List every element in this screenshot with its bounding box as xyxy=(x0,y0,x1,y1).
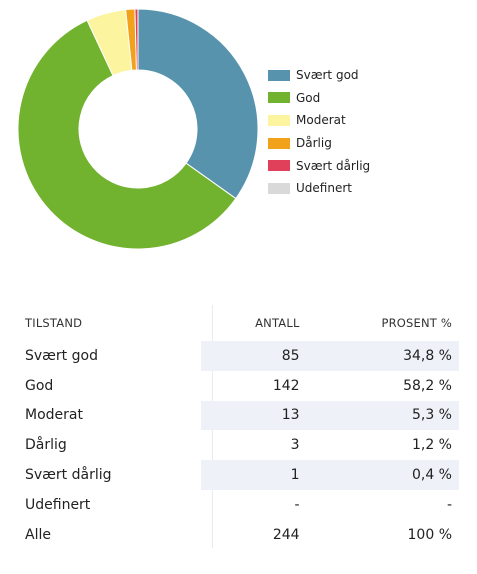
legend-swatch xyxy=(268,160,290,172)
cell-prosent: 5,3 % xyxy=(299,400,459,431)
legend-label: Dårlig xyxy=(296,136,332,151)
cell-antall: 1 xyxy=(201,460,300,490)
legend-label: Svært dårlig xyxy=(296,158,371,173)
cell-prosent: 58,2 % xyxy=(403,377,452,394)
cell-antall: - xyxy=(294,496,300,513)
cell-tilstand: Dårlig xyxy=(25,437,67,454)
legend-item: God xyxy=(268,87,370,110)
table-row: God 142 58,2 % xyxy=(18,371,459,401)
cell-antall: 85 xyxy=(201,341,300,371)
legend-swatch xyxy=(268,92,290,104)
header-tilstand: TILSTAND xyxy=(25,316,83,330)
cell-tilstand: God xyxy=(25,377,54,394)
legend-label: God xyxy=(296,90,321,105)
condition-table-container: TILSTAND ANTALL PROSENT % Svært god 85 3… xyxy=(18,305,465,550)
legend-swatch xyxy=(268,137,290,149)
legend-swatch xyxy=(268,114,290,126)
table-row: Moderat 13 5,3 % xyxy=(18,400,459,431)
legend-swatch xyxy=(268,182,290,194)
legend-item: Moderat xyxy=(268,109,370,132)
cell-tilstand: Moderat xyxy=(25,407,83,424)
legend-label: Udefinert xyxy=(296,181,352,196)
table-row: Svært dårlig 1 0,4 % xyxy=(18,460,459,490)
cell-antall: 3 xyxy=(290,437,300,454)
legend-item: Udefinert xyxy=(268,177,370,200)
legend-label: Svært god xyxy=(296,68,359,83)
table-header-row: TILSTAND ANTALL PROSENT % xyxy=(18,305,459,341)
table-row: Udefinert - - xyxy=(18,490,459,520)
slice-sv-rt-d-rlig xyxy=(134,8,139,71)
legend-item: Svært god xyxy=(268,64,370,87)
cell-prosent: 34,8 % xyxy=(299,341,459,371)
cell-prosent: 0,4 % xyxy=(299,460,459,490)
slice-god xyxy=(17,19,237,250)
table-row: Svært god 85 34,8 % xyxy=(18,341,459,371)
chart-legend: Svært god God Moderat Dårlig Svært dårlig Ude… xyxy=(268,64,370,200)
table-row: Dårlig 3 1,2 % xyxy=(18,430,459,460)
slice-sv-rt-god xyxy=(137,8,259,200)
cell-tilstand: Udefinert xyxy=(25,496,91,513)
cell-tilstand: Svært dårlig xyxy=(25,467,112,484)
legend-swatch xyxy=(268,69,290,81)
legend-item: Svært dårlig xyxy=(268,154,370,177)
cell-antall: 142 xyxy=(272,377,300,394)
cell-tilstand: Svært god xyxy=(25,347,98,364)
condition-table: TILSTAND ANTALL PROSENT % Svært god 85 3… xyxy=(18,305,459,550)
cell-prosent: 100 % xyxy=(407,526,452,543)
table-total-row: Alle 244 100 % xyxy=(18,520,459,550)
legend-item: Dårlig xyxy=(268,132,370,155)
cell-antall: 244 xyxy=(272,526,300,543)
cell-prosent: 1,2 % xyxy=(411,437,452,454)
cell-tilstand: Alle xyxy=(25,526,51,543)
donut-chart xyxy=(17,8,259,250)
legend-label: Moderat xyxy=(296,113,346,128)
cell-antall: 13 xyxy=(201,400,300,431)
cell-prosent: - xyxy=(446,496,452,513)
header-antall: ANTALL xyxy=(255,316,300,330)
header-prosent: PROSENT % xyxy=(381,316,452,330)
